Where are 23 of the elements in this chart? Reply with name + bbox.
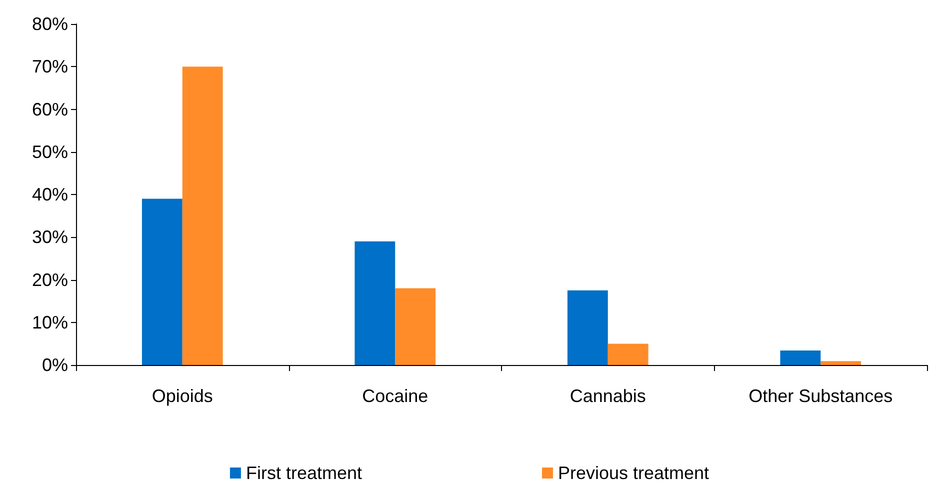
x-tick-label: Cannabis <box>570 386 646 406</box>
legend-label: Previous treatment <box>558 463 710 483</box>
y-tick-label: 80% <box>32 14 68 34</box>
x-tick-label: Other Substances <box>748 386 893 406</box>
bar <box>567 290 608 365</box>
y-tick-label: 30% <box>32 227 68 248</box>
y-tick-label: 10% <box>32 312 68 332</box>
bar <box>182 66 223 365</box>
bar <box>780 350 821 365</box>
y-tick-label: 40% <box>32 184 68 204</box>
legend-label: First treatment <box>246 463 362 483</box>
y-tick-label: 0% <box>42 355 68 375</box>
x-tick-label: Cocaine <box>362 386 428 406</box>
y-tick-label: 20% <box>32 270 68 290</box>
bar <box>820 361 862 365</box>
bar <box>354 241 396 365</box>
x-tick-label: Opioids <box>152 386 213 406</box>
bar <box>395 288 436 365</box>
y-tick-label: 70% <box>32 56 68 77</box>
y-tick-label: 50% <box>32 142 68 162</box>
y-tick-label: 60% <box>32 99 68 120</box>
bar <box>608 344 648 365</box>
bar <box>142 198 182 365</box>
